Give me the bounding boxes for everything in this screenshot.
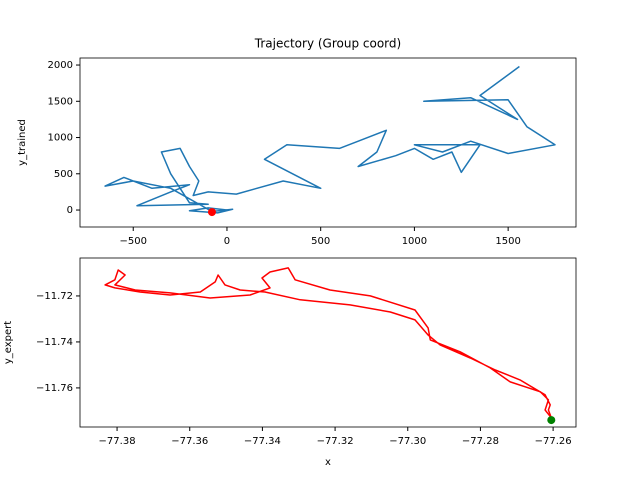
marker (207, 208, 216, 217)
marker (547, 416, 556, 425)
y-tick-label: −11.74 (36, 337, 73, 348)
trajectory-line (104, 267, 553, 419)
x-tick-label: −77.34 (244, 436, 281, 447)
y-tick-label: 1500 (48, 96, 73, 107)
x-tick-label: −77.30 (389, 436, 426, 447)
y-tick-label: 500 (54, 169, 73, 180)
x-tick-label: 500 (311, 236, 330, 247)
y-axis-label: y_expert (3, 321, 14, 364)
y-tick-label: −11.76 (36, 383, 73, 394)
y-tick-label: 2000 (48, 60, 73, 71)
y-tick-label: −11.72 (36, 291, 73, 302)
x-tick-label: −77.28 (462, 436, 499, 447)
x-tick-label: −77.26 (535, 436, 572, 447)
x-tick-label: 0 (224, 236, 230, 247)
y-axis-label: y_trained (17, 119, 28, 166)
trajectory-line (104, 65, 556, 214)
x-tick-label: −77.36 (171, 436, 208, 447)
y-tick-label: 0 (67, 205, 73, 216)
x-tick-label: −77.38 (99, 436, 136, 447)
axes-frame (79, 57, 577, 228)
x-tick-label: −77.32 (317, 436, 354, 447)
axes-frame (79, 257, 577, 428)
chart-title: Trajectory (Group coord) (254, 37, 401, 51)
x-tick-label: 1000 (402, 236, 427, 247)
y-tick-label: 1000 (48, 133, 73, 144)
x-tick-label: −500 (120, 236, 147, 247)
x-tick-label: 1500 (495, 236, 520, 247)
x-axis-label: x (325, 457, 331, 468)
